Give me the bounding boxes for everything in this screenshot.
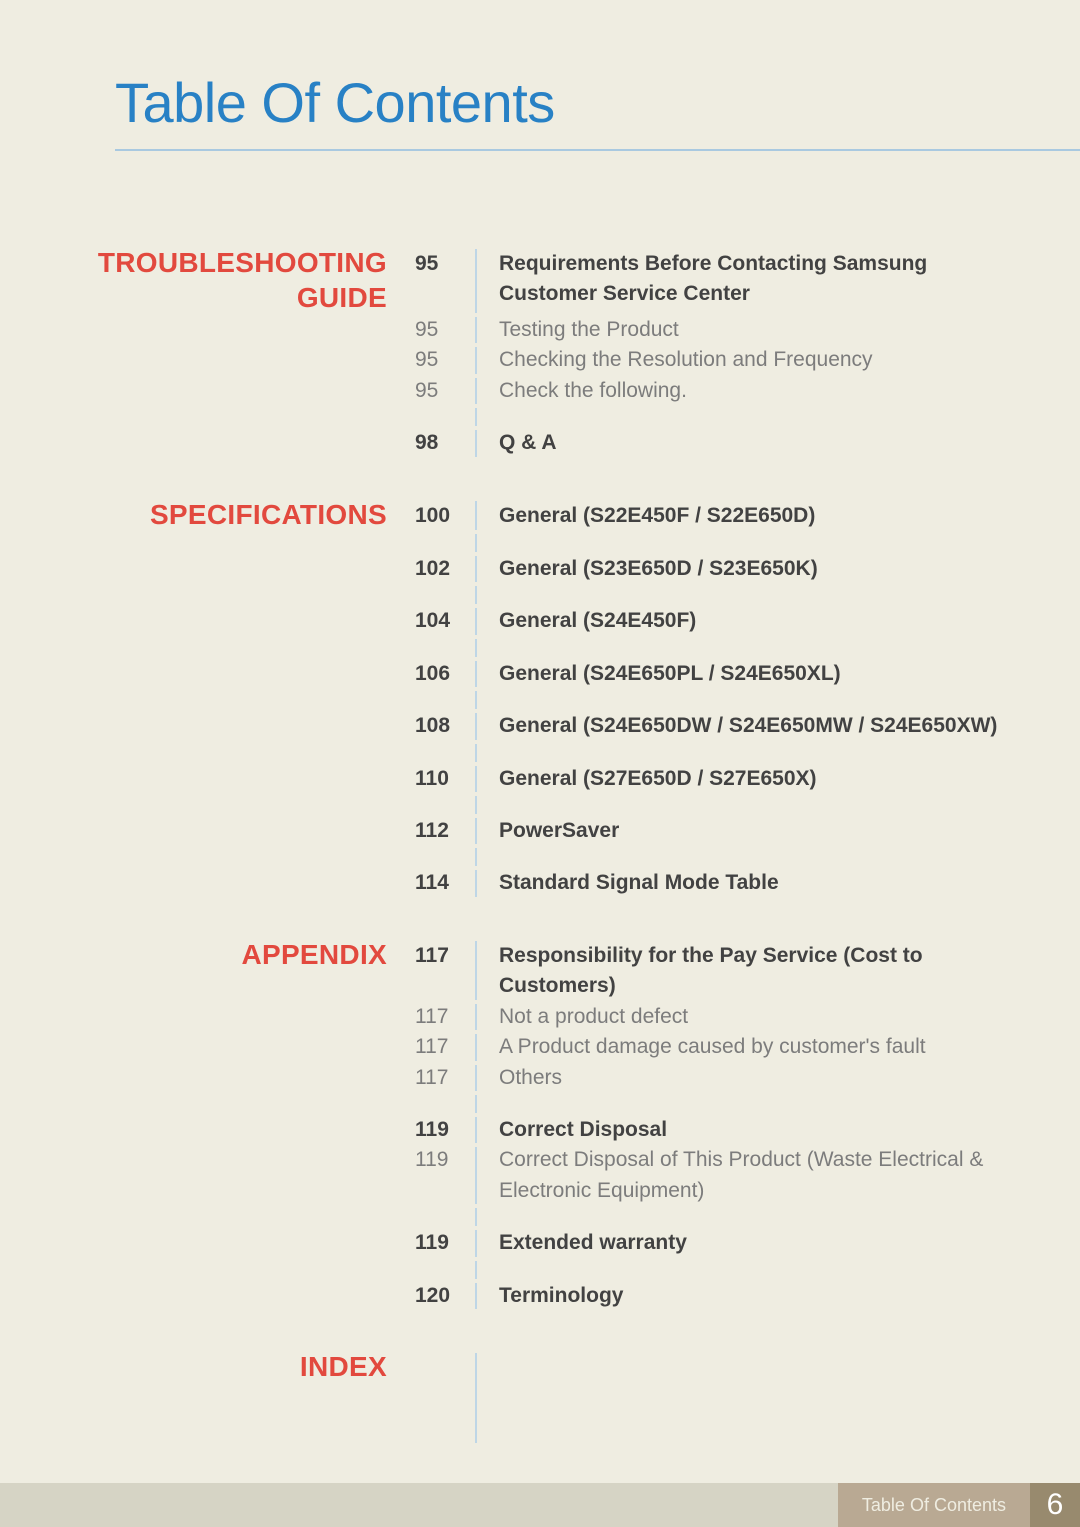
toc-page: 119 [405,1145,475,1175]
toc-entry-spacer [477,1349,1080,1353]
toc-spacer [0,689,1080,711]
toc-entry-title[interactable]: Correct Disposal [477,1115,1080,1145]
toc-row: 119 Extended warranty [0,1228,1080,1258]
toc-page: 108 [405,711,475,741]
toc-page: 110 [405,764,475,794]
toc-row: 120 Terminology [0,1281,1080,1311]
toc-page: 119 [405,1228,475,1258]
toc-entry-title[interactable]: Requirements Before Contacting Samsung C… [477,245,1080,310]
toc-entry-title[interactable]: Responsibility for the Pay Service (Cost… [477,937,1080,1002]
toc-entry-title[interactable]: General (S24E650PL / S24E650XL) [477,659,1080,689]
toc-row: 114 Standard Signal Mode Table [0,868,1080,898]
toc-spacer [0,1206,1080,1228]
toc-page: 119 [405,1115,475,1145]
toc-page: 112 [405,816,475,846]
toc-entry-title[interactable]: PowerSaver [477,816,1080,846]
toc-page: 95 [405,345,475,375]
toc-spacer [0,1259,1080,1281]
toc-page: 117 [405,1063,475,1093]
toc-entry-title[interactable]: Terminology [477,1281,1080,1311]
toc-page-spacer [405,1349,475,1353]
toc-row: 108 General (S24E650DW / S24E650MW / S24… [0,711,1080,741]
toc-spacer [0,532,1080,554]
toc-entry-title[interactable]: General (S24E450F) [477,606,1080,636]
toc-row: 110 General (S27E650D / S27E650X) [0,764,1080,794]
toc-page: 117 [405,1032,475,1062]
toc-entry-title[interactable]: Q & A [477,428,1080,458]
toc-entry-title[interactable]: General (S24E650DW / S24E650MW / S24E650… [477,711,1080,741]
toc-row: INDEX [0,1349,1080,1445]
toc-entry-title[interactable]: Extended warranty [477,1228,1080,1258]
page-title: Table Of Contents [0,0,1080,135]
toc-page: 102 [405,554,475,584]
toc-entry-title[interactable]: Testing the Product [477,315,1080,345]
toc-page: 117 [405,937,475,971]
toc-row: 98 Q & A [0,428,1080,458]
toc-row: 104 General (S24E450F) [0,606,1080,636]
section-label: TROUBLESHOOTING GUIDE [0,245,405,315]
toc-page: 114 [405,868,475,898]
section-label: SPECIFICATIONS [0,497,405,532]
toc-row: 95 Checking the Resolution and Frequency [0,345,1080,375]
toc-spacer [0,406,1080,428]
toc-entry-title[interactable]: General (S22E450F / S22E650D) [477,497,1080,531]
section-label-line: TROUBLESHOOTING [98,247,387,278]
toc-row: 112 PowerSaver [0,816,1080,846]
toc-entry-title[interactable]: Check the following. [477,376,1080,406]
toc-row: 119 Correct Disposal of This Product (Wa… [0,1145,1080,1206]
page-footer: Table Of Contents 6 [0,1483,1080,1527]
toc-body: TROUBLESHOOTING GUIDE 95 Requirements Be… [0,245,1080,1445]
toc-spacer [0,1093,1080,1115]
title-rule [115,149,1080,151]
toc-entry-title[interactable]: Correct Disposal of This Product (Waste … [477,1145,1080,1206]
toc-page: 95 [405,315,475,345]
toc-entry-title[interactable]: Checking the Resolution and Frequency [477,345,1080,375]
toc-page: 98 [405,428,475,458]
toc-row: 117 Others [0,1063,1080,1093]
toc-entry-title[interactable]: General (S27E650D / S27E650X) [477,764,1080,794]
toc-page: 95 [405,245,475,279]
toc-spacer [0,637,1080,659]
toc-spacer [0,794,1080,816]
toc-row: 102 General (S23E650D / S23E650K) [0,554,1080,584]
section-label: APPENDIX [0,937,405,972]
toc-row: 106 General (S24E650PL / S24E650XL) [0,659,1080,689]
toc-page: 117 [405,1002,475,1032]
toc-row: TROUBLESHOOTING GUIDE 95 Requirements Be… [0,245,1080,315]
footer-left-bar [0,1483,838,1527]
toc-page: 100 [405,497,475,531]
toc-entry-title[interactable]: General (S23E650D / S23E650K) [477,554,1080,584]
toc-row: 117 Not a product defect [0,1002,1080,1032]
section-label[interactable]: INDEX [0,1349,405,1384]
toc-page: 120 [405,1281,475,1311]
section-label-line: GUIDE [297,282,387,313]
toc-spacer [0,584,1080,606]
toc-spacer [0,846,1080,868]
toc-entry-title[interactable]: A Product damage caused by customer's fa… [477,1032,1080,1062]
toc-row: 95 Testing the Product [0,315,1080,345]
toc-row: SPECIFICATIONS 100 General (S22E450F / S… [0,497,1080,532]
toc-page: 104 [405,606,475,636]
toc-entry-title[interactable]: Standard Signal Mode Table [477,868,1080,898]
toc-row: 95 Check the following. [0,376,1080,406]
divider [475,1353,477,1443]
footer-label: Table Of Contents [838,1483,1030,1527]
toc-row: 117 A Product damage caused by customer'… [0,1032,1080,1062]
toc-row: APPENDIX 117 Responsibility for the Pay … [0,937,1080,1002]
footer-page-number: 6 [1030,1483,1080,1527]
toc-page: 95 [405,376,475,406]
toc-row: 119 Correct Disposal [0,1115,1080,1145]
toc-entry-title[interactable]: Others [477,1063,1080,1093]
toc-spacer [0,742,1080,764]
toc-entry-title[interactable]: Not a product defect [477,1002,1080,1032]
toc-page: 106 [405,659,475,689]
